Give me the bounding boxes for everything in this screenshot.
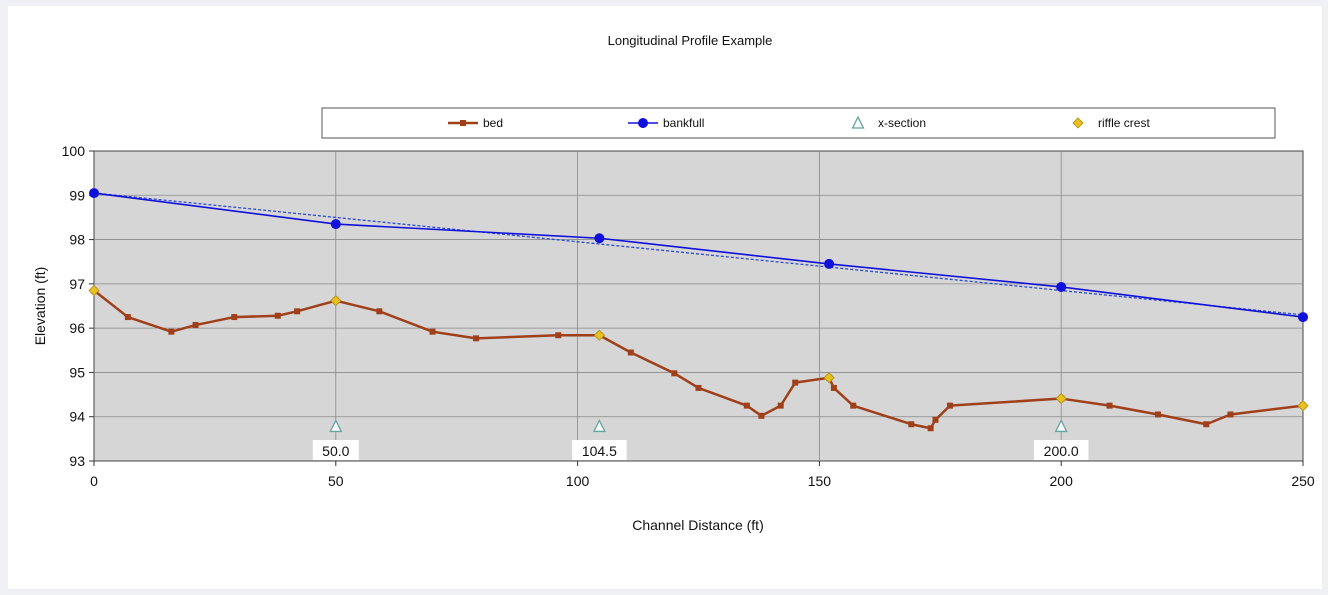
bed-point — [777, 402, 784, 409]
bankfull-line — [93, 192, 1304, 318]
series-x-section — [329, 419, 1068, 433]
legend-marker — [460, 120, 466, 126]
callout-label: 50.0 — [322, 443, 349, 459]
bed-point — [946, 402, 953, 409]
y-tick-label: 96 — [69, 320, 85, 336]
bed-point — [743, 402, 750, 409]
bed-point — [830, 384, 837, 391]
grid — [94, 151, 1303, 461]
plot-area — [93, 150, 1304, 462]
bankfull-point — [89, 188, 99, 199]
profile-chart: Longitudinal Profile Example bed bankfull… — [32, 33, 1315, 533]
legend-label: bankfull — [663, 116, 704, 130]
bed-point — [473, 335, 480, 342]
x-tick-label: 50 — [328, 473, 344, 489]
legend-marker — [638, 118, 648, 128]
legend-label: bed — [483, 116, 503, 130]
bed-point — [274, 312, 281, 319]
riffle-crest-point — [593, 329, 605, 341]
bed-point — [294, 308, 301, 315]
legend-label: riffle crest — [1098, 116, 1150, 130]
y-tick-label: 99 — [69, 187, 85, 203]
riffle-crest-point — [88, 284, 100, 297]
bed-point — [850, 402, 857, 409]
y-axis-label: Elevation (ft) — [32, 267, 48, 346]
x-tick-label: 150 — [808, 473, 832, 489]
chart-title: Longitudinal Profile Example — [608, 33, 773, 48]
legend: bed bankfull x-section riffle crest — [448, 115, 1150, 130]
bankfull-point — [594, 233, 605, 244]
callout-label: 104.5 — [582, 443, 617, 459]
bed-point — [429, 328, 436, 335]
bed-point — [792, 379, 799, 386]
y-tick-label: 98 — [69, 232, 85, 248]
y-tick-label: 93 — [69, 453, 85, 469]
bed-point — [932, 416, 939, 423]
y-tick-label: 97 — [69, 276, 85, 292]
y-tick-label: 95 — [69, 364, 85, 380]
bed-point — [192, 322, 199, 329]
series-layer — [88, 188, 1309, 433]
bed-point — [555, 332, 562, 339]
legend-item-riffle-crest: riffle crest — [1072, 116, 1150, 130]
legend-marker — [1072, 117, 1084, 129]
riffle-crest-point — [330, 295, 342, 307]
legend-item-bed: bed — [448, 116, 503, 130]
bankfull-trendline — [93, 192, 1304, 316]
bankfull-point — [1056, 281, 1067, 292]
legend-item-bankfull: bankfull — [628, 116, 704, 130]
bed-point — [671, 370, 678, 377]
x-axis-label: Channel Distance (ft) — [632, 517, 764, 533]
legend-item-x-section: x-section — [851, 115, 926, 130]
bed-point — [1106, 402, 1113, 409]
bankfull-point — [1298, 312, 1308, 323]
bankfull-point — [824, 258, 835, 269]
bed-point — [376, 308, 383, 315]
y-tick-label: 100 — [62, 143, 86, 159]
callout-box — [572, 440, 627, 460]
x-section-point — [1054, 419, 1068, 433]
callout-box — [312, 440, 359, 460]
x-section-point — [592, 419, 606, 433]
bed-point — [927, 425, 934, 432]
legend-marker — [851, 115, 865, 129]
bed-point — [1203, 421, 1210, 428]
callout-box — [1033, 440, 1089, 460]
bankfull-point — [330, 219, 341, 230]
series-riffle-crest — [88, 284, 1309, 412]
y-tick-label: 94 — [69, 409, 85, 425]
riffle-crest-point — [823, 372, 835, 384]
bed-point — [1154, 411, 1161, 418]
x-section-point — [329, 419, 343, 433]
callouts: 50.0 104.5 200.0 — [312, 440, 1089, 460]
x-tick-label: 200 — [1050, 473, 1074, 489]
callout-label: 200.0 — [1044, 443, 1079, 459]
legend-label: x-section — [878, 116, 926, 130]
series-bankfull — [89, 188, 1308, 323]
riffle-crest-point — [1297, 400, 1309, 412]
x-tick-label: 0 — [90, 473, 98, 489]
legend-box — [321, 107, 1276, 139]
bed-point — [627, 349, 634, 356]
bed-point — [695, 384, 702, 391]
axes: 93 94 95 96 97 98 99 100 0 50 100 150 200 250 — [62, 143, 1315, 489]
bed-point — [1227, 411, 1234, 418]
bed-point — [124, 314, 131, 321]
bed-point — [908, 421, 915, 428]
riffle-crest-point — [1055, 392, 1067, 405]
x-tick-label: 250 — [1291, 473, 1315, 489]
x-tick-label: 100 — [566, 473, 590, 489]
bed-point — [231, 314, 238, 321]
bed-point — [758, 412, 765, 419]
bed-point — [168, 328, 175, 335]
chart-frame: Longitudinal Profile Example bed bankfull… — [8, 6, 1322, 589]
